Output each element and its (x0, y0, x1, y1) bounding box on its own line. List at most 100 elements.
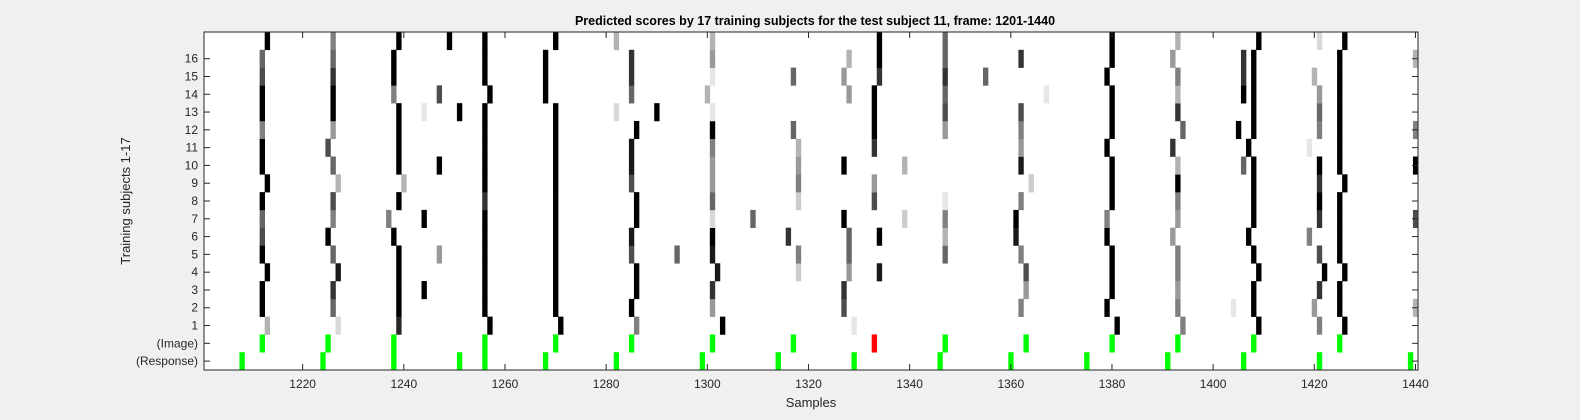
image-cell (942, 334, 948, 353)
subject-2-cell (553, 298, 559, 317)
subject-17-cell (1109, 32, 1115, 51)
subject-12-cell (1109, 120, 1115, 140)
subject-15-cell (391, 67, 397, 86)
subject-6-cell (846, 227, 852, 246)
subject-14-cell (330, 85, 336, 104)
subject-3-cell (330, 281, 336, 300)
subject-7-cell (902, 209, 908, 228)
subject-13-cell (613, 103, 620, 122)
subject-15-cell (259, 67, 265, 86)
subject-10-cell (259, 156, 265, 175)
subject-2-cell (628, 298, 635, 317)
subject-12-cell (709, 120, 716, 140)
y-tick-label: 14 (185, 87, 199, 101)
subject-9-cell (553, 174, 559, 193)
subject-16-cell (709, 49, 716, 68)
subject-8-cell (553, 192, 559, 211)
subject-6-cell (325, 227, 331, 246)
y-tick-label: 4 (191, 265, 198, 279)
subject-9-cell (401, 174, 407, 193)
subject-11-cell (482, 138, 488, 157)
subject-12-cell (1337, 120, 1343, 140)
subject-5-cell (396, 245, 402, 264)
subject-1-cell (719, 316, 726, 335)
subject-8-cell (871, 192, 878, 211)
subject-15-cell (1337, 67, 1343, 86)
subject-16-cell (846, 49, 852, 68)
subject-10-cell (330, 156, 336, 175)
subject-4-cell (714, 263, 721, 282)
subject-3-cell (1251, 281, 1257, 300)
image-cell (1109, 334, 1115, 353)
subject-15-cell (982, 67, 989, 86)
subject-12-cell (1180, 120, 1186, 140)
subject-4-cell (264, 263, 271, 282)
subject-14-cell (1175, 85, 1181, 104)
subject-16-cell (482, 49, 488, 68)
subject-1-cell (264, 316, 271, 335)
chart-title: Predicted scores by 17 training subjects… (575, 14, 1055, 28)
subject-14-cell (391, 85, 397, 104)
subject-1-cell (1316, 316, 1323, 335)
subject-2-cell (1175, 298, 1181, 317)
subject-3-cell (1023, 281, 1029, 300)
subject-13-cell (330, 103, 336, 122)
subject-3-cell (482, 281, 488, 300)
subject-1-cell (1256, 316, 1262, 335)
x-tick-label: 1320 (795, 377, 822, 391)
subject-13-cell (1316, 103, 1323, 122)
subject-11-cell (1306, 138, 1313, 157)
x-tick-label: 1360 (997, 377, 1024, 391)
response-cell (851, 352, 857, 371)
subject-6-cell (1170, 227, 1176, 246)
subject-5-cell (553, 245, 559, 264)
subject-17-cell (942, 32, 948, 51)
subject-8-cell (795, 192, 802, 211)
subject-13-cell (456, 103, 463, 122)
subject-3-cell (396, 281, 402, 300)
x-tick-label: 1440 (1402, 377, 1429, 391)
subject-15-cell (709, 67, 716, 86)
subject-7-cell (482, 209, 488, 228)
y-tick-label: 6 (191, 230, 198, 244)
subject-3-cell (259, 281, 265, 300)
subject-13-cell (259, 103, 265, 122)
subject-17-cell (1175, 32, 1181, 51)
y-tick-label: 16 (185, 52, 199, 66)
subject-3-cell (1316, 281, 1323, 300)
subject-5-cell (1251, 245, 1257, 264)
subject-17-cell (264, 32, 271, 51)
subject-15-cell (1311, 67, 1318, 86)
subject-3-cell (709, 281, 716, 300)
subject-10-cell (628, 156, 635, 175)
subject-1-cell (1342, 316, 1348, 335)
subject-13-cell (1018, 103, 1024, 122)
subject-4-cell (1321, 263, 1328, 282)
subject-12-cell (633, 120, 640, 140)
y-tick-label: 2 (191, 301, 198, 315)
subject-16-cell (628, 49, 635, 68)
subject-11-cell (1170, 138, 1176, 157)
subject-8-cell (1109, 192, 1115, 211)
subject-10-cell (795, 156, 802, 175)
y-tick-label: 8 (191, 194, 198, 208)
subject-12-cell (259, 120, 265, 140)
subject-5-cell (482, 245, 488, 264)
subject-8-cell (709, 192, 716, 211)
x-tick-label: 1340 (896, 377, 923, 391)
subject-11-cell (795, 138, 802, 157)
subject-10-cell (482, 156, 488, 175)
subject-1-cell (335, 316, 341, 335)
subject-17-cell (553, 32, 559, 51)
subject-6-cell (942, 227, 948, 246)
subject-3-cell (1337, 281, 1343, 300)
subject-5-cell (1316, 245, 1323, 264)
subject-4-cell (1109, 263, 1115, 282)
response-cell (239, 352, 245, 371)
subject-12-cell (553, 120, 559, 140)
subject-5-cell (259, 245, 265, 264)
subject-10-cell (1240, 156, 1247, 175)
response-cell (542, 352, 549, 371)
subject-8-cell (1251, 192, 1257, 211)
